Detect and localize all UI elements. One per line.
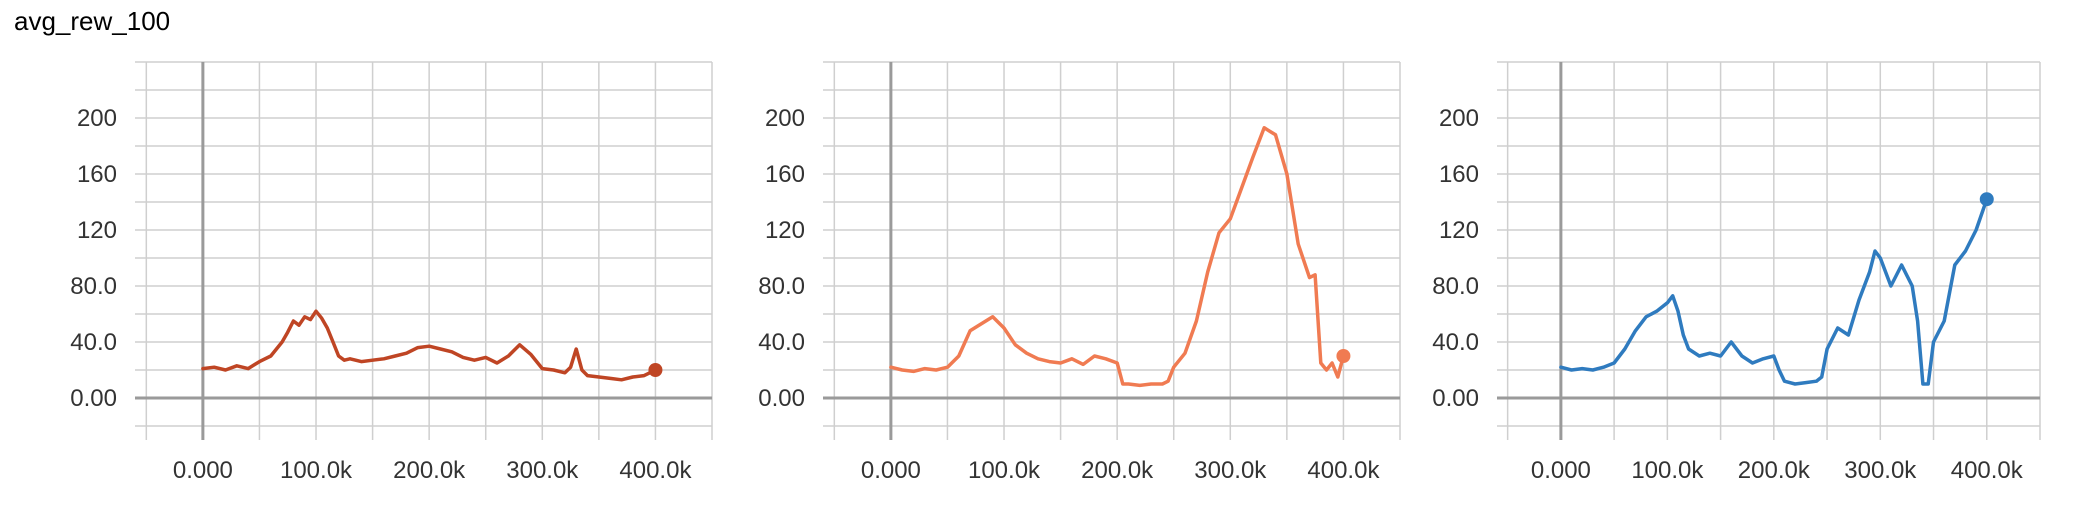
- series-end-marker: [1336, 349, 1351, 363]
- y-tick-label: 160: [77, 161, 117, 188]
- y-tick-label: 200: [1439, 105, 1479, 132]
- y-tick-label: 120: [1439, 217, 1479, 244]
- x-tick-label: 100.0k: [280, 457, 353, 484]
- chart-panel-2: 0.00 40.0 80.0 120 160 200 0.000 100.0k 200.0k 30…: [758, 61, 1401, 484]
- x-tick-label: 400.0k: [1307, 457, 1380, 484]
- y-tick-label: 80.0: [1432, 273, 1479, 300]
- chart-panel-3: 0.00 40.0 80.0 120 160 200 0.000 100.0k 200.0k 30…: [1432, 61, 2041, 484]
- x-tick-label: 200.0k: [393, 457, 466, 484]
- x-tick-label: 400.0k: [619, 457, 692, 484]
- series-line: [201, 309, 658, 382]
- series-line: [1559, 197, 1989, 386]
- chart-title: avg_rew_100: [14, 6, 171, 36]
- y-tick-label: 160: [765, 161, 805, 188]
- y-tick-label: 40.0: [758, 329, 805, 356]
- series-end-marker: [1979, 192, 1994, 207]
- y-tick-label: 160: [1439, 161, 1479, 188]
- y-tick-label: 80.0: [758, 273, 805, 300]
- x-tick-label: 100.0k: [968, 457, 1041, 484]
- y-tick-label: 120: [765, 217, 805, 244]
- y-tick-label: 120: [77, 217, 117, 244]
- y-tick-label: 200: [765, 105, 805, 132]
- series-line: [889, 126, 1346, 388]
- y-tick-label: 80.0: [70, 273, 117, 300]
- x-tick-label: 300.0k: [1844, 457, 1917, 484]
- x-tick-label: 0.000: [173, 457, 233, 484]
- y-tick-label: 0.00: [70, 385, 117, 412]
- y-tick-label: 40.0: [70, 329, 117, 356]
- x-tick-label: 300.0k: [506, 457, 579, 484]
- x-tick-label: 0.000: [1531, 457, 1591, 484]
- x-tick-label: 0.000: [861, 457, 921, 484]
- y-tick-label: 200: [77, 105, 117, 132]
- x-tick-label: 100.0k: [1631, 457, 1704, 484]
- x-tick-label: 400.0k: [1951, 457, 2024, 484]
- x-tick-label: 200.0k: [1081, 457, 1154, 484]
- x-tick-label: 300.0k: [1194, 457, 1267, 484]
- y-tick-label: 0.00: [1432, 385, 1479, 412]
- y-tick-label: 40.0: [1432, 329, 1479, 356]
- y-tick-label: 0.00: [758, 385, 805, 412]
- x-tick-label: 200.0k: [1738, 457, 1811, 484]
- series-end-marker: [648, 363, 663, 377]
- chart-panel-1: 0.00 40.0 80.0 120 160 200 0.000 100.0k 200.0k 30…: [70, 61, 713, 484]
